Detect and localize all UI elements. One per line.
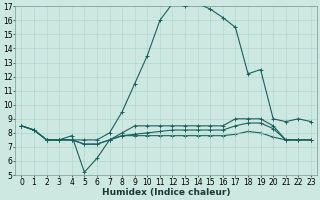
X-axis label: Humidex (Indice chaleur): Humidex (Indice chaleur) [102,188,230,197]
